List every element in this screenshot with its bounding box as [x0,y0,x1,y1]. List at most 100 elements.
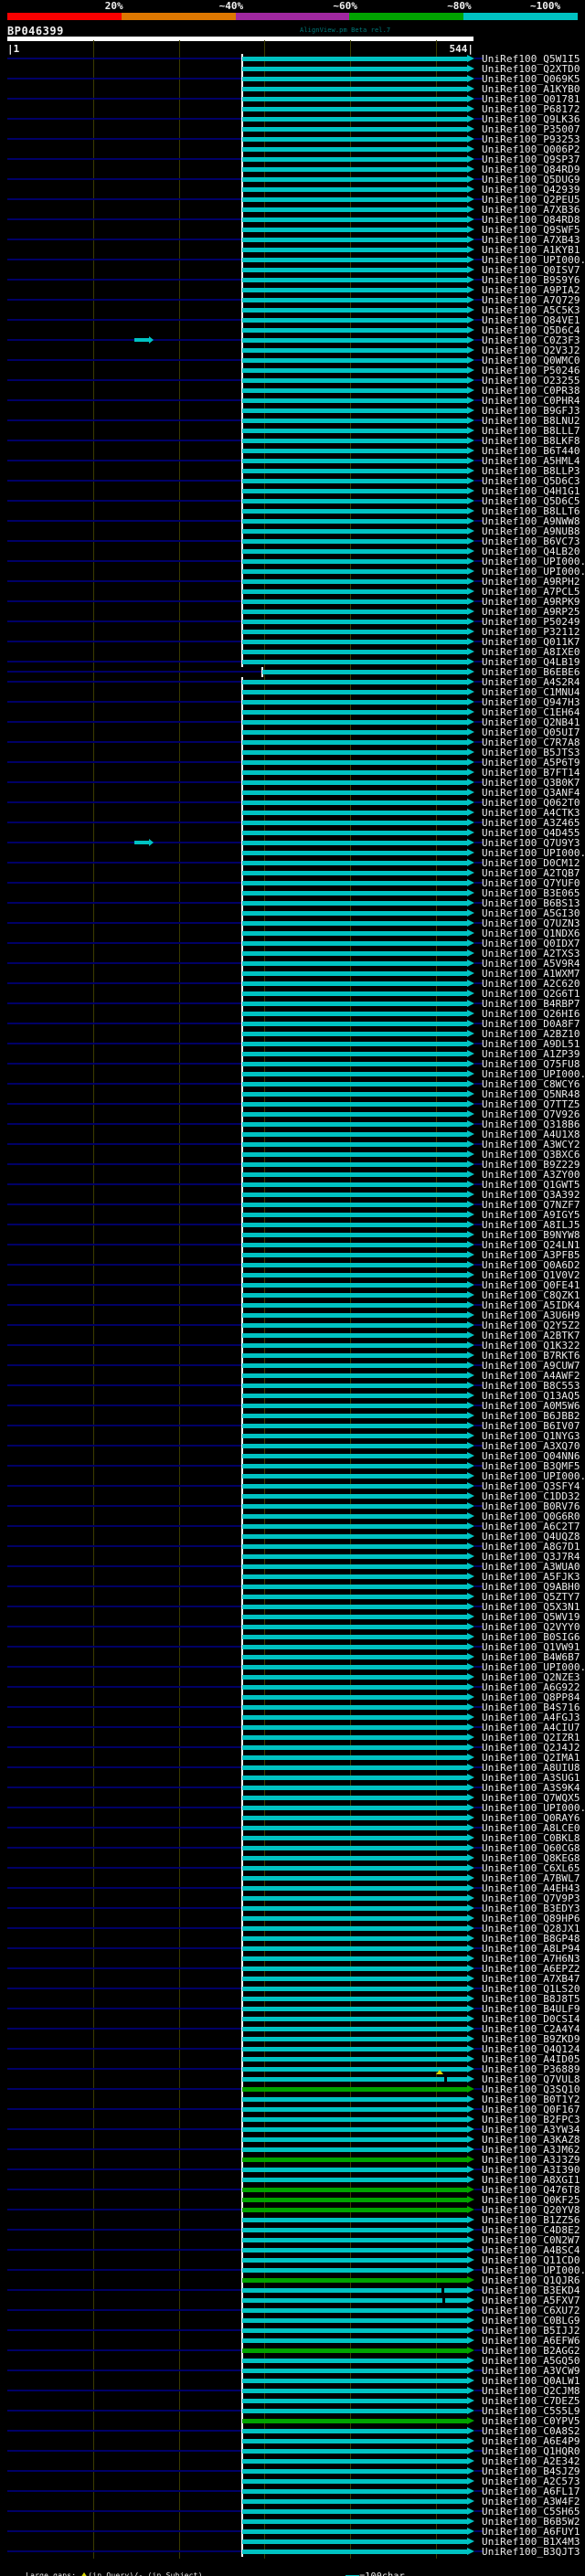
hit-bar[interactable] [242,720,467,725]
hit-bar[interactable] [242,2359,467,2363]
hit-label[interactable]: UniRef100_Q4Q124 [482,2043,580,2055]
hit-label[interactable]: UniRef100_Q9LK36 [482,113,580,125]
hit-bar[interactable] [242,1162,467,1167]
hit-bar[interactable] [242,238,467,242]
hit-label[interactable]: UniRef100_A8LP94 [482,1943,580,1955]
hit-label[interactable]: UniRef100_A5GI30 [482,907,580,919]
hit-bar[interactable] [242,268,467,272]
hit-label[interactable]: UniRef100_Q7YUF0 [482,877,580,889]
hit-bar[interactable] [242,2278,467,2283]
hit-bar[interactable] [242,2037,467,2041]
hit-bar[interactable] [242,1012,467,1016]
hit-label[interactable]: UniRef100_B4RBP7 [482,998,580,1010]
hit-label[interactable]: UniRef100_A8ILJ5 [482,1219,580,1231]
hit-label[interactable]: UniRef100_Q7TTZ5 [482,1098,580,1110]
hit-label[interactable]: UniRef100_B4W6B7 [482,1651,580,1663]
hit-bar[interactable] [242,67,467,71]
hit-label[interactable]: UniRef100_C7R7A8 [482,737,580,748]
hit-bar[interactable] [242,2529,467,2534]
hit-label[interactable]: UniRef100_Q84RD8 [482,214,580,226]
hit-bar[interactable] [242,489,467,493]
hit-label[interactable]: UniRef100_B8J8T5 [482,1993,580,2005]
hit-bar[interactable] [242,2509,467,2514]
hit-bar[interactable] [242,640,467,644]
hit-label[interactable]: UniRef100_A9CUW7 [482,1360,580,1372]
hit-bar[interactable] [242,931,467,936]
hit-label[interactable]: UniRef100_Q2V3J2 [482,345,580,356]
hit-bar[interactable] [242,2338,467,2343]
hit-bar[interactable] [242,1896,467,1901]
hit-bar[interactable] [242,881,467,885]
hit-label[interactable]: UniRef100_A3I390 [482,2164,580,2176]
hit-bar[interactable] [242,871,467,875]
hit-bar[interactable] [242,2499,467,2504]
hit-bar[interactable] [242,177,467,182]
hit-bar[interactable] [242,1484,467,1489]
hit-bar[interactable] [242,2097,467,2102]
hit-label[interactable]: UniRef100_B8C553 [482,1380,580,1392]
hit-label[interactable]: UniRef100_B8LLL7 [482,425,580,437]
hit-label[interactable]: UniRef100_A7PCL5 [482,586,580,598]
hit-bar[interactable] [242,97,467,101]
hit-label[interactable]: UniRef100_Q2NB41 [482,716,580,728]
hit-label[interactable]: UniRef100_Q24LN1 [482,1239,580,1251]
hit-label[interactable]: UniRef100_A4S2R4 [482,676,580,688]
hit-label[interactable]: UniRef100_B9NYW8 [482,1229,580,1241]
hit-label[interactable]: UniRef100_A5C5K3 [482,304,580,316]
hit-label[interactable]: UniRef100_Q0ALW1 [482,2375,580,2387]
hit-bar[interactable] [242,2228,467,2232]
hit-bar[interactable] [242,2459,467,2464]
hit-label[interactable]: UniRef100_Q1V0V2 [482,1269,580,1281]
hit-label[interactable]: UniRef100_Q1QJR6 [482,2274,580,2286]
hit-bar[interactable] [242,821,467,825]
hit-bar[interactable] [242,2258,467,2263]
hit-label[interactable]: UniRef100_A6FL17 [482,2486,580,2497]
hit-label[interactable]: UniRef100_Q318B6 [482,1118,580,1130]
hit-bar[interactable] [242,167,467,172]
hit-label[interactable]: UniRef100_Q2G6T1 [482,988,580,1000]
hit-label[interactable]: UniRef100_A3WUA0 [482,1561,580,1573]
hit-bar[interactable] [242,1394,467,1398]
hit-label[interactable]: UniRef100_Q5W1I5 [482,53,580,65]
hit-bar[interactable] [242,770,467,775]
hit-bar[interactable] [262,670,467,674]
hit-bar[interactable] [242,780,467,785]
hit-label[interactable]: UniRef100_Q1NYG3 [482,1430,580,1442]
hit-label[interactable]: UniRef100_A5P6T9 [482,757,580,769]
hit-label[interactable]: UniRef100_Q4LB19 [482,656,580,668]
hit-label[interactable]: UniRef100_C1MNU4 [482,686,580,698]
hit-label[interactable]: UniRef100_A4AWF2 [482,1370,580,1382]
hit-label[interactable]: UniRef100_B9GFJ3 [482,405,580,417]
hit-bar[interactable] [242,228,467,232]
hit-bar[interactable] [242,2399,467,2403]
hit-bar[interactable] [242,991,467,996]
hit-bar[interactable] [242,730,467,735]
hit-label[interactable]: UniRef100_Q01781 [482,93,580,105]
hit-bar[interactable] [242,901,467,906]
hit-label[interactable]: UniRef100_Q4H1G1 [482,485,580,497]
hit-label[interactable]: UniRef100_Q5X3N1 [482,1601,580,1613]
hit-label[interactable]: UniRef100_Q476T8 [482,2184,580,2196]
hit-bar[interactable] [242,1926,467,1931]
hit-label[interactable]: UniRef100_B4S716 [482,1701,580,1713]
hit-bar[interactable] [242,2469,467,2474]
hit-bar[interactable] [242,660,467,664]
hit-bar[interactable] [242,127,467,132]
hit-bar[interactable] [242,2208,467,2212]
hit-label[interactable]: UniRef100_Q0RAY6 [482,1812,580,1824]
hit-bar[interactable] [242,1182,467,1187]
hit-label[interactable]: UniRef100_A9RPH2 [482,576,580,588]
hit-bar[interactable] [242,1193,467,1197]
hit-bar[interactable] [242,197,467,202]
hit-bar[interactable] [242,1946,467,1951]
hit-label[interactable]: UniRef100_C8QZK1 [482,1289,580,1301]
hit-label[interactable]: UniRef100_Q5ZTY7 [482,1591,580,1603]
hit-label[interactable]: UniRef100_Q0F167 [482,2104,580,2115]
hit-bar[interactable] [242,1414,467,1418]
hit-label[interactable]: UniRef100_A4ID05 [482,2053,580,2065]
hit-label[interactable]: UniRef100_Q9SP37 [482,154,580,165]
hit-label[interactable]: UniRef100_C4D8E2 [482,2224,580,2236]
hit-bar[interactable] [242,1625,467,1629]
hit-label[interactable]: UniRef100_UPI000.. [482,556,585,567]
hit-bar[interactable] [242,147,467,152]
